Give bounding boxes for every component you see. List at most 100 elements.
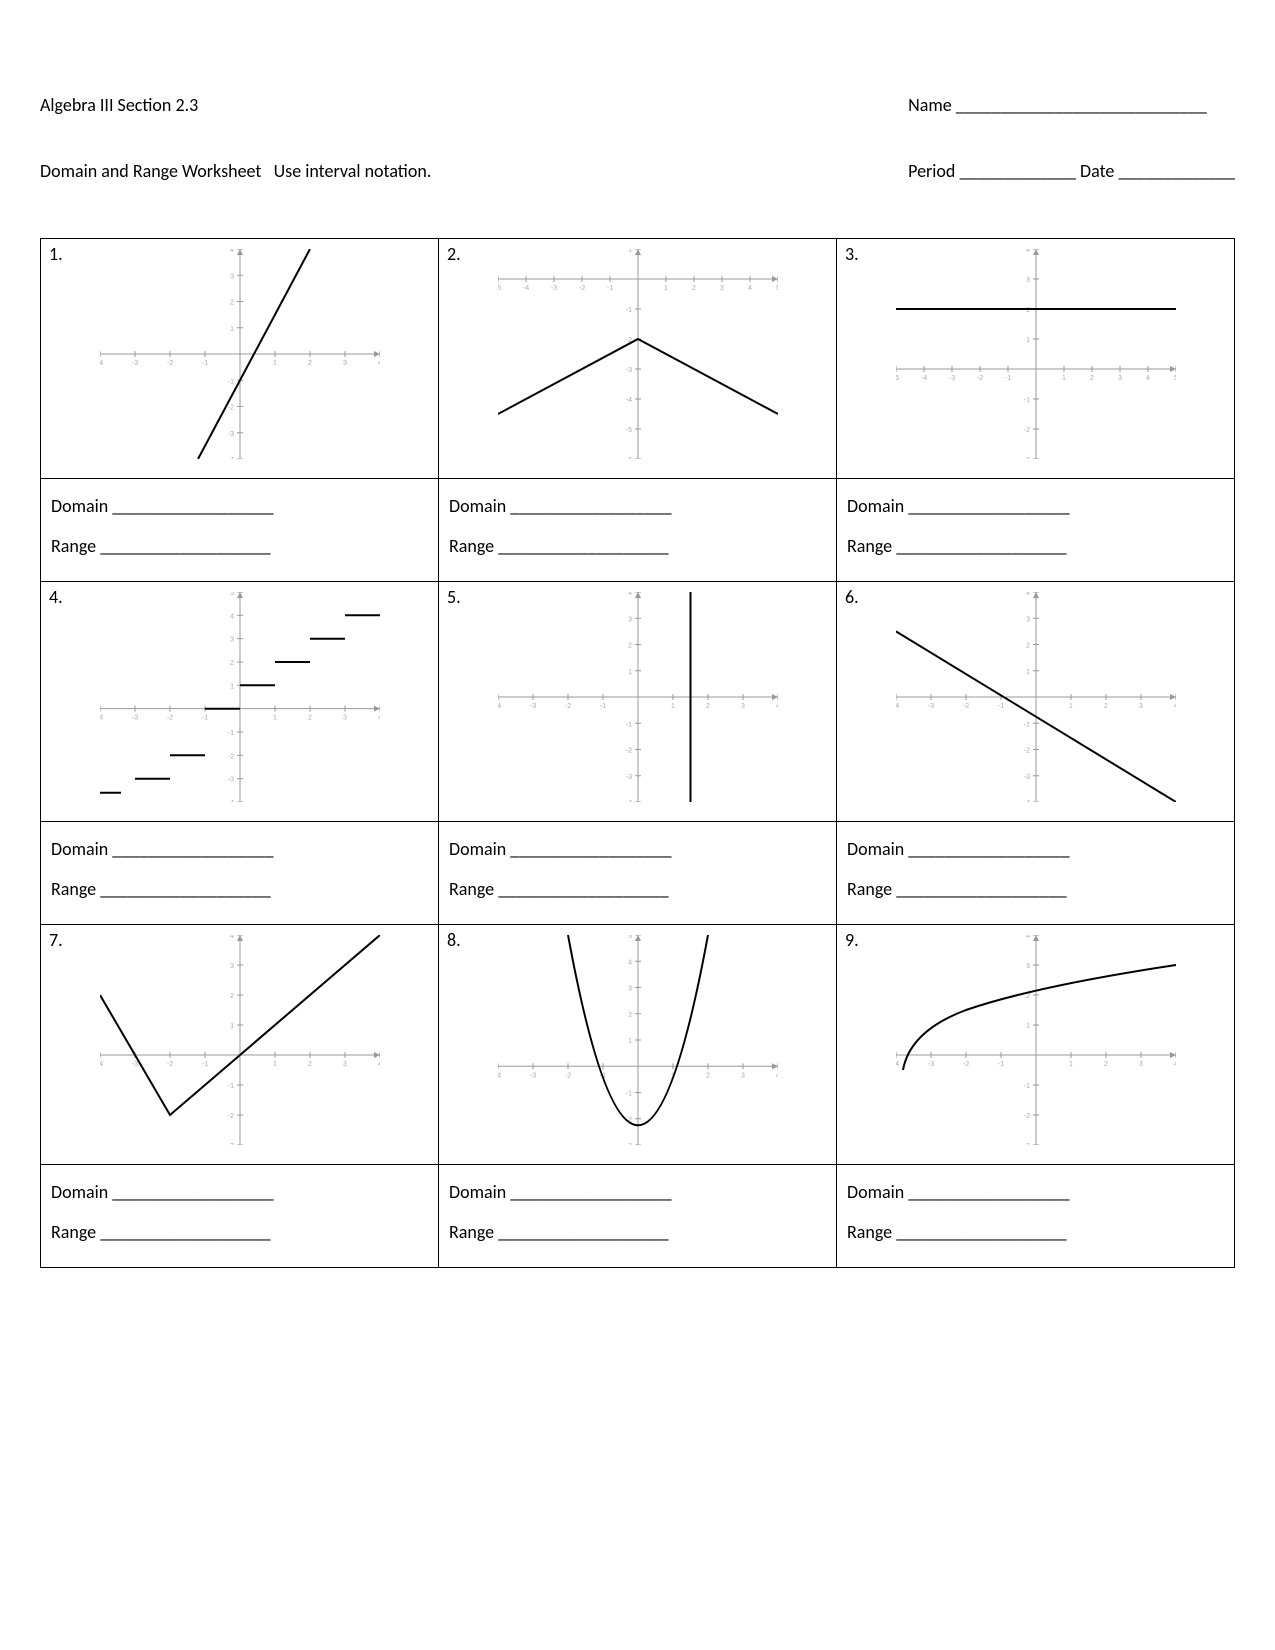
header-left: Algebra III Section 2.3 Domain and Range… [40, 50, 431, 226]
range-label: Range ___________________ [449, 535, 826, 557]
svg-text:1: 1 [628, 669, 632, 676]
svg-text:-2: -2 [166, 715, 172, 722]
svg-text:-2: -2 [962, 703, 968, 710]
svg-text:-4: -4 [625, 800, 631, 802]
svg-text:5: 5 [1174, 375, 1176, 382]
svg-text:-2: -2 [227, 405, 233, 412]
svg-text:1: 1 [273, 715, 277, 722]
svg-text:-2: -2 [564, 1072, 570, 1079]
svg-text:1: 1 [230, 1023, 234, 1030]
svg-text:2: 2 [230, 993, 234, 1000]
svg-text:2: 2 [692, 285, 696, 292]
svg-text:-1: -1 [201, 360, 207, 367]
svg-text:2: 2 [1104, 703, 1108, 710]
svg-text:4: 4 [378, 360, 380, 367]
svg-text:5: 5 [230, 592, 234, 597]
name-field: Name ____________________________ [908, 94, 1235, 116]
svg-text:3: 3 [343, 360, 347, 367]
problem-7-graph: 7.-4-3-2-11234-3-2-11234 [41, 925, 439, 1165]
svg-text:5: 5 [776, 285, 778, 292]
svg-text:3: 3 [741, 1072, 745, 1079]
svg-text:3: 3 [230, 637, 234, 644]
problem-number: 1. [49, 243, 63, 265]
svg-text:-2: -2 [564, 703, 570, 710]
svg-text:-1: -1 [201, 1061, 207, 1068]
svg-text:-4: -4 [498, 703, 501, 710]
svg-text:-2: -2 [227, 753, 233, 760]
svg-text:2: 2 [230, 660, 234, 667]
svg-text:-1: -1 [1023, 721, 1029, 728]
svg-text:-1: -1 [227, 730, 233, 737]
worksheet-grid: 1.-4-3-2-11234-4-3-2-112342.-5-4-3-2-112… [40, 238, 1235, 1268]
problem-7-answer: Domain __________________Range _________… [41, 1165, 439, 1268]
svg-text:-3: -3 [131, 360, 137, 367]
svg-text:2: 2 [1026, 993, 1030, 1000]
header-right: Name ____________________________ Period… [908, 50, 1235, 226]
svg-text:3: 3 [230, 273, 234, 280]
svg-text:-3: -3 [131, 1061, 137, 1068]
problem-number: 2. [447, 243, 461, 265]
problem-2-graph: 2.-5-4-3-2-112345-6-5-4-3-2-11 [439, 239, 837, 479]
svg-text:-3: -3 [625, 774, 631, 781]
problem-4-answer: Domain __________________Range _________… [41, 822, 439, 925]
svg-text:-1: -1 [227, 378, 233, 385]
svg-text:1: 1 [1069, 703, 1073, 710]
header: Algebra III Section 2.3 Domain and Range… [40, 50, 1235, 226]
domain-label: Domain __________________ [449, 838, 826, 860]
svg-text:-4: -4 [1023, 800, 1029, 802]
range-label: Range ___________________ [51, 1221, 428, 1243]
problem-6-graph: 6.-4-3-2-11234-4-3-2-11234 [837, 582, 1235, 822]
svg-text:-6: -6 [625, 457, 631, 459]
range-label: Range ___________________ [449, 878, 826, 900]
svg-text:1: 1 [230, 683, 234, 690]
svg-text:-2: -2 [578, 285, 584, 292]
svg-text:1: 1 [273, 1061, 277, 1068]
svg-text:4: 4 [1026, 249, 1030, 254]
svg-text:4: 4 [230, 249, 234, 254]
problem-6-answer: Domain __________________Range _________… [837, 822, 1235, 925]
svg-text:-4: -4 [920, 375, 926, 382]
svg-text:-1: -1 [625, 1091, 631, 1098]
svg-text:5: 5 [628, 935, 632, 940]
svg-text:3: 3 [343, 1061, 347, 1068]
problem-9-graph: 9.-4-3-2-11234-3-2-11234 [837, 925, 1235, 1165]
svg-text:1: 1 [230, 326, 234, 333]
svg-text:3: 3 [1139, 1061, 1143, 1068]
problem-8-graph: 8.-4-3-2-11234-3-2-112345 [439, 925, 837, 1165]
svg-text:4: 4 [1026, 935, 1030, 940]
svg-text:-1: -1 [599, 703, 605, 710]
svg-text:4: 4 [230, 613, 234, 620]
domain-label: Domain __________________ [847, 838, 1224, 860]
svg-text:1: 1 [1062, 375, 1066, 382]
problem-9-answer: Domain __________________Range _________… [837, 1165, 1235, 1268]
svg-text:-4: -4 [498, 1072, 501, 1079]
svg-text:1: 1 [1026, 1023, 1030, 1030]
problem-5-answer: Domain __________________ Range _________… [439, 822, 837, 925]
svg-text:-4: -4 [100, 1061, 103, 1068]
svg-text:3: 3 [628, 986, 632, 993]
svg-text:3: 3 [343, 715, 347, 722]
problem-number: 4. [49, 586, 63, 608]
svg-text:3: 3 [1026, 616, 1030, 623]
subtitle: Domain and Range Worksheet Use interval … [40, 160, 431, 182]
svg-text:2: 2 [1026, 643, 1030, 650]
svg-text:4: 4 [628, 959, 632, 966]
problem-number: 6. [845, 586, 859, 608]
svg-text:4: 4 [1026, 592, 1030, 597]
domain-label: Domain __________________ [847, 1181, 1224, 1203]
svg-text:4: 4 [378, 1061, 380, 1068]
svg-text:-4: -4 [227, 457, 233, 459]
svg-text:-4: -4 [522, 285, 528, 292]
svg-text:-3: -3 [227, 777, 233, 784]
problem-3-answer: Domain __________________Range _________… [837, 479, 1235, 582]
svg-text:4: 4 [776, 703, 778, 710]
svg-text:2: 2 [308, 360, 312, 367]
problem-number: 7. [49, 929, 63, 951]
svg-text:-2: -2 [625, 748, 631, 755]
svg-text:1: 1 [628, 249, 632, 254]
svg-text:-3: -3 [1023, 457, 1029, 459]
svg-text:-2: -2 [166, 360, 172, 367]
period-date-field: Period _____________ Date _____________ [908, 160, 1235, 182]
svg-text:1: 1 [628, 1038, 632, 1045]
svg-text:-3: -3 [1023, 774, 1029, 781]
